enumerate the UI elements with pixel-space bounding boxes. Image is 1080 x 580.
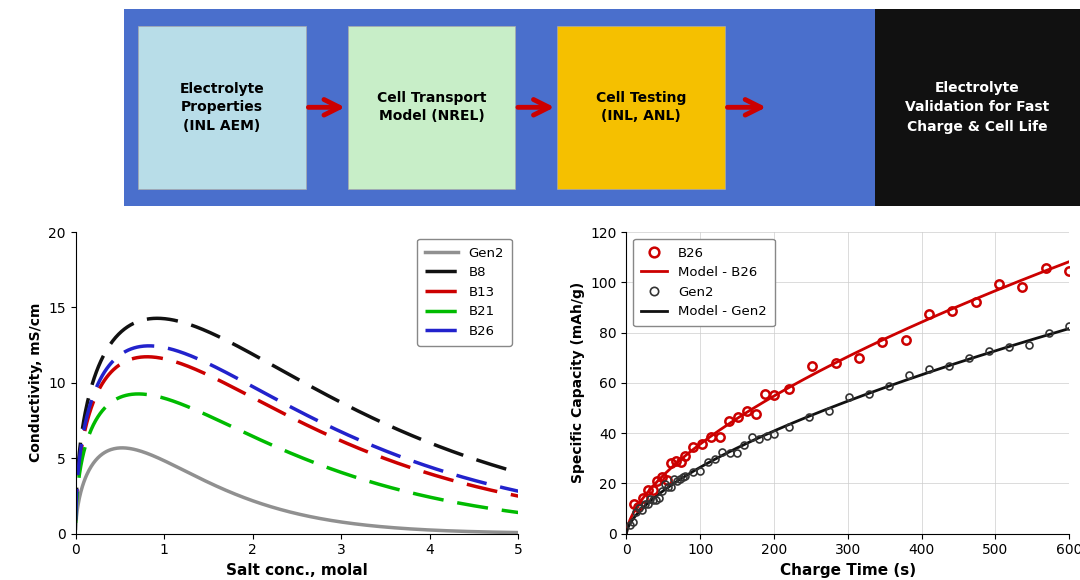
B26 xyxy=(512,488,525,495)
B21 xyxy=(512,509,525,516)
Y-axis label: Conductivity, mS/cm: Conductivity, mS/cm xyxy=(29,303,43,462)
X-axis label: Charge Time (s): Charge Time (s) xyxy=(780,563,916,578)
Bar xyxy=(124,9,875,206)
B13 xyxy=(512,492,525,499)
B8 xyxy=(69,516,82,523)
Line: B21: B21 xyxy=(76,394,518,523)
X-axis label: Salt conc., molal: Salt conc., molal xyxy=(226,563,368,578)
B8 xyxy=(270,364,283,371)
B8 xyxy=(403,431,416,438)
Gen2 xyxy=(330,518,343,525)
B26 xyxy=(69,517,82,524)
B26 xyxy=(184,352,197,359)
Text: Cell Transport
Model (NREL): Cell Transport Model (NREL) xyxy=(377,91,486,124)
Bar xyxy=(557,26,725,189)
Legend: B26, Model - B26, Gen2, Model - Gen2: B26, Model - B26, Gen2, Model - Gen2 xyxy=(633,238,774,326)
B8 xyxy=(184,321,197,328)
B21 xyxy=(148,392,161,399)
B8 xyxy=(512,469,525,476)
B13 xyxy=(69,517,82,524)
Bar xyxy=(875,9,1080,206)
B8 xyxy=(150,315,163,322)
Text: Electrolyte
Validation for Fast
Charge & Cell Life: Electrolyte Validation for Fast Charge &… xyxy=(905,81,1050,134)
Line: B26: B26 xyxy=(76,346,518,520)
Line: B13: B13 xyxy=(76,357,518,521)
Gen2 xyxy=(366,523,379,530)
Line: B8: B8 xyxy=(76,318,518,519)
B13 xyxy=(403,464,416,471)
Text: Cell Testing
(INL, ANL): Cell Testing (INL, ANL) xyxy=(596,91,686,124)
B21 xyxy=(69,519,82,526)
B21 xyxy=(184,404,197,411)
B13 xyxy=(366,450,379,457)
B26 xyxy=(403,456,416,463)
B21 xyxy=(403,489,416,496)
Gen2 xyxy=(69,525,82,532)
B13 xyxy=(148,354,161,361)
B8 xyxy=(148,315,161,322)
B26 xyxy=(270,396,283,403)
Line: Gen2: Gen2 xyxy=(76,448,518,532)
Gen2 xyxy=(403,525,416,532)
B21 xyxy=(132,390,145,397)
B21 xyxy=(330,467,343,474)
Gen2 xyxy=(184,470,197,477)
B13 xyxy=(184,364,197,371)
Gen2 xyxy=(512,529,525,536)
Gen2 xyxy=(116,444,129,451)
B26 xyxy=(143,342,156,349)
Bar xyxy=(138,26,306,189)
B8 xyxy=(330,397,343,404)
B8 xyxy=(366,414,379,421)
Text: Electrolyte
Properties
(INL AEM): Electrolyte Properties (INL AEM) xyxy=(179,82,265,133)
Gen2 xyxy=(270,505,283,512)
B13 xyxy=(270,407,283,414)
B13 xyxy=(330,436,343,443)
B26 xyxy=(366,442,379,449)
Gen2 xyxy=(148,453,161,460)
B21 xyxy=(366,479,379,486)
B26 xyxy=(330,427,343,434)
B26 xyxy=(148,343,161,350)
Bar xyxy=(348,26,515,189)
Y-axis label: Specific Capacity (mAh/g): Specific Capacity (mAh/g) xyxy=(570,282,584,483)
B21 xyxy=(270,444,283,451)
Legend: Gen2, B8, B13, B21, B26: Gen2, B8, B13, B21, B26 xyxy=(417,238,512,346)
B13 xyxy=(140,353,153,360)
